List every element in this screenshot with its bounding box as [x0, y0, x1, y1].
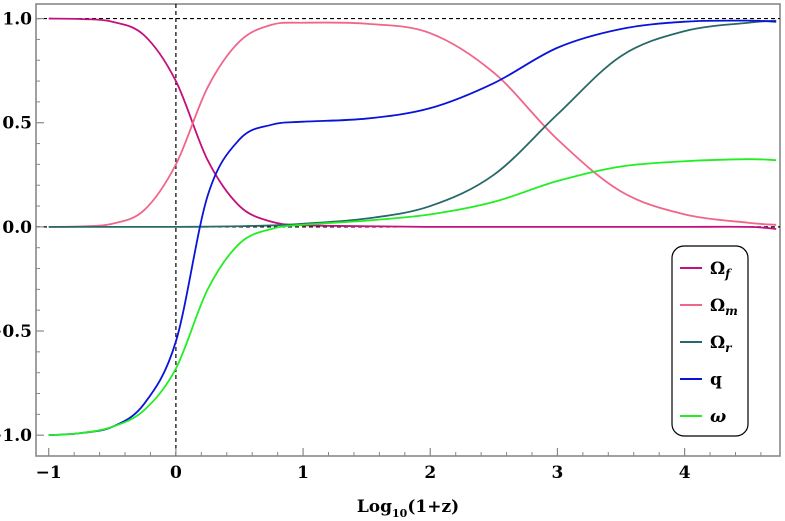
legend-label-subscript: m	[725, 304, 738, 318]
legend-label-subscript: f	[724, 267, 732, 281]
x-tick-label: 1	[297, 463, 309, 483]
series-line-3	[48, 19, 777, 437]
x-axis-title-base: Log	[357, 497, 392, 517]
y-tick-label: 0.5	[2, 114, 32, 134]
y-tick-label: 0.0	[2, 218, 32, 238]
x-axis-title-rest: (1+z)	[407, 497, 459, 517]
legend-label-3: q	[710, 370, 722, 390]
legend-label-subscript: r	[725, 341, 733, 355]
y-tick-label: −0.5	[0, 322, 32, 342]
series-line-0	[48, 17, 777, 230]
legend-label-1: Ωm	[710, 296, 738, 318]
x-axis-title-sub: 10	[392, 507, 408, 520]
series-line-4	[48, 158, 777, 437]
series-line-2	[48, 19, 777, 228]
reference-lines	[36, 4, 780, 456]
legend-label-name: Ω	[710, 296, 725, 316]
legend-label-4: ω	[710, 407, 726, 427]
series-layer	[48, 17, 777, 437]
y-tick-label: −1.0	[0, 426, 32, 446]
x-axis-title: Log10(1+z)	[357, 497, 459, 520]
x-tick-label: −1	[36, 463, 62, 483]
series-line-1	[48, 21, 777, 228]
legend-label-0: Ωf	[710, 259, 732, 281]
legend-label-2: Ωr	[710, 333, 733, 355]
legend-label-name: Ω	[710, 259, 725, 279]
y-tick-label: 1.0	[2, 10, 32, 30]
ticks-layer: −1 0 1 2 3 4 −1.0 −0.5 0.0 0.5 1.0	[0, 10, 762, 483]
plot-border	[35, 3, 781, 457]
x-tick-label: 2	[424, 463, 436, 483]
x-tick-label: 0	[170, 463, 182, 483]
x-tick-label: 4	[679, 463, 691, 483]
plot-frame	[35, 3, 781, 457]
legend-label-name: q	[710, 370, 722, 390]
legend-box	[671, 245, 749, 437]
legend-label-name: Ω	[710, 333, 725, 353]
legend-label-name: ω	[710, 407, 726, 427]
x-tick-label: 3	[552, 463, 564, 483]
